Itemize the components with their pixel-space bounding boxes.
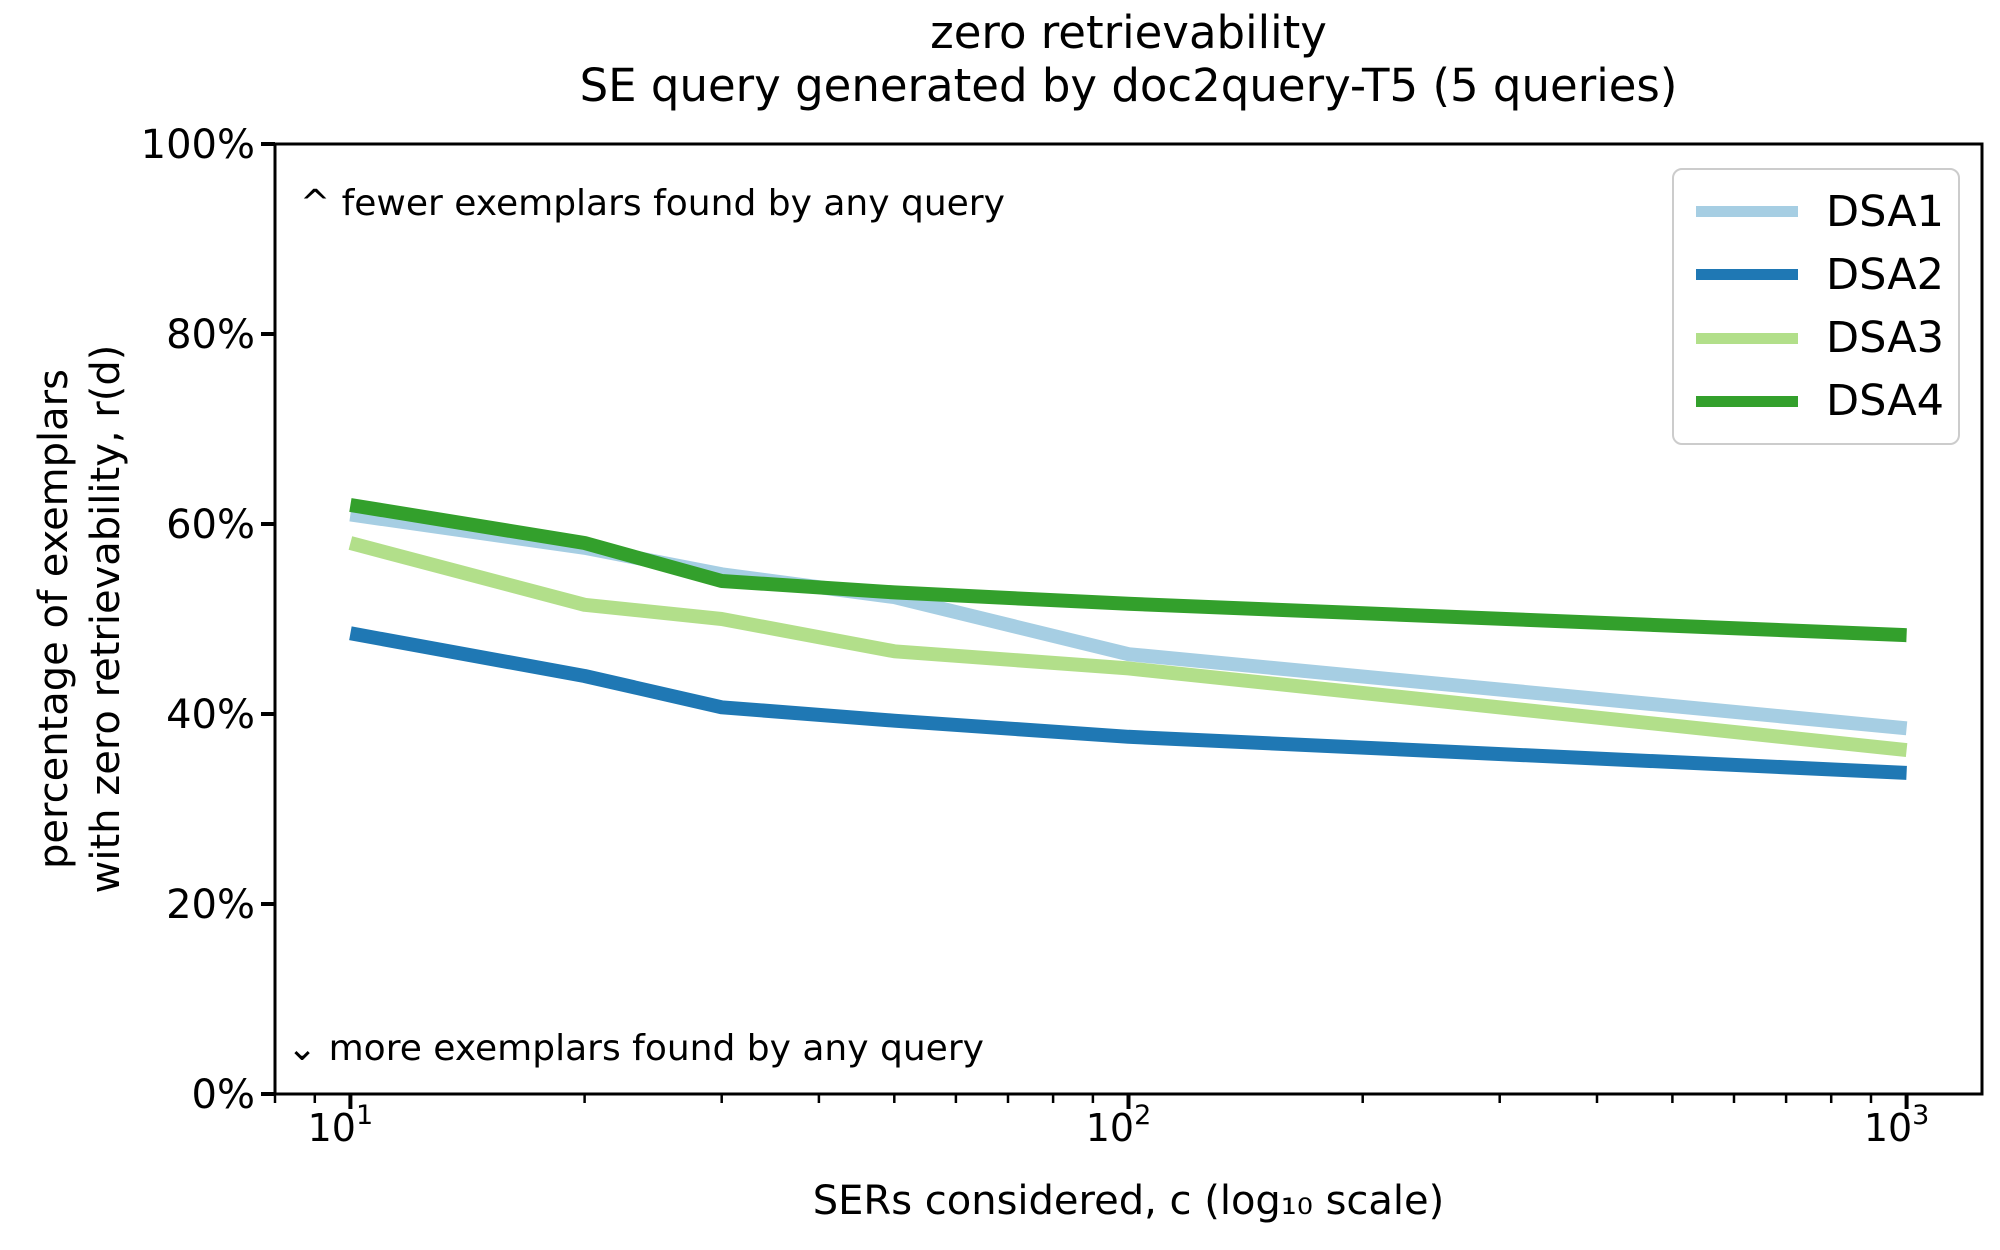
y-axis-label-line1: percentage of exemplars	[31, 369, 77, 869]
y-axis-label-line2: with zero retrievability, r(d)	[83, 344, 129, 894]
y-axis-tick-label: 40%	[166, 692, 255, 738]
legend-swatch-dsa3	[1696, 332, 1798, 344]
legend-entry-dsa4: DSA4	[1696, 370, 1958, 432]
annotation-fewer-exemplars: ^ fewer exemplars found by any query	[300, 183, 1005, 224]
legend-entry-dsa3: DSA3	[1696, 307, 1958, 369]
chart-title: zero retrievability SE query generated b…	[275, 6, 1982, 112]
x-axis-tick-label: 101	[308, 1100, 374, 1150]
y-axis-label: percentage of exemplars with zero retrie…	[28, 345, 132, 894]
x-axis-tick-label: 102	[1086, 1100, 1152, 1150]
legend-swatch-dsa2	[1696, 269, 1798, 281]
y-axis-tick-label: 60%	[166, 502, 255, 548]
legend-entry-dsa2: DSA2	[1696, 244, 1958, 306]
y-axis-tick-label: 100%	[141, 122, 255, 168]
legend-label-dsa4: DSA4	[1826, 376, 1944, 427]
legend-swatch-dsa1	[1696, 206, 1798, 218]
legend-label-dsa2: DSA2	[1826, 249, 1944, 300]
x-axis-tick-label: 103	[1864, 1100, 1930, 1150]
legend-entry-dsa1: DSA1	[1696, 181, 1958, 243]
series-line-dsa3	[348, 536, 1908, 758]
chart-title-line2: SE query generated by doc2query-T5 (5 qu…	[579, 59, 1678, 113]
legend-label-dsa1: DSA1	[1826, 186, 1944, 237]
x-axis-label: SERs considered, c (log₁₀ scale)	[812, 1178, 1445, 1224]
y-axis-tick-label: 20%	[166, 882, 255, 928]
annotation-more-exemplars: ⌄ more exemplars found by any query	[287, 1028, 984, 1069]
legend-label-dsa3: DSA3	[1826, 313, 1944, 364]
y-axis-tick-label: 0%	[192, 1072, 255, 1118]
series-line-dsa2	[349, 626, 1907, 780]
legend-swatch-dsa4	[1696, 395, 1798, 407]
y-axis-tick-label: 80%	[166, 312, 255, 358]
series-line-dsa4	[349, 498, 1907, 643]
chart-title-line1: zero retrievability	[930, 6, 1327, 59]
legend: DSA1 DSA2 DSA3 DSA4	[1672, 168, 1960, 445]
